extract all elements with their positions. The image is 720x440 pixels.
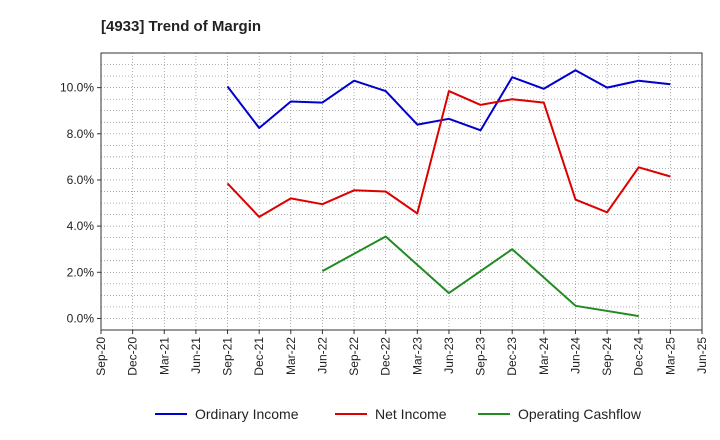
x-tick-label: Mar-24 bbox=[537, 337, 551, 375]
x-tick-label: Mar-21 bbox=[157, 337, 171, 375]
y-tick-label: 2.0% bbox=[67, 265, 95, 279]
legend-label-ordinary-income: Ordinary Income bbox=[195, 406, 299, 422]
y-tick-label: 8.0% bbox=[67, 127, 95, 141]
plot-area-frame bbox=[100, 52, 703, 331]
y-tick-label: 6.0% bbox=[67, 173, 95, 187]
chart-title: [4933] Trend of Margin bbox=[101, 18, 261, 35]
x-tick-label: Sep-22 bbox=[347, 337, 361, 376]
series-lines bbox=[226, 69, 671, 318]
x-tick-label: Dec-22 bbox=[379, 337, 393, 376]
x-tick-label: Mar-25 bbox=[663, 337, 677, 375]
x-tick-label: Sep-23 bbox=[474, 337, 488, 376]
x-tick-label: Jun-23 bbox=[442, 337, 456, 374]
x-tick-label: Jun-22 bbox=[315, 337, 329, 374]
x-tick-label: Mar-23 bbox=[410, 337, 424, 375]
x-tick-label: Jun-21 bbox=[189, 337, 203, 374]
x-tick-label: Dec-24 bbox=[632, 337, 646, 376]
x-tick-label: Mar-22 bbox=[284, 337, 298, 375]
y-tick-label: 0.0% bbox=[67, 311, 95, 325]
series-line-net-income bbox=[226, 90, 671, 218]
x-tick-label: Sep-21 bbox=[221, 337, 235, 376]
series-line-operating-cashflow bbox=[321, 235, 639, 318]
legend: Ordinary Income Net Income Operating Cashf… bbox=[155, 406, 642, 422]
series-line-ordinary-income bbox=[226, 69, 671, 132]
x-tick-label: Sep-24 bbox=[600, 337, 614, 376]
x-tick-label: Dec-20 bbox=[126, 337, 140, 376]
x-tick-label: Sep-20 bbox=[94, 337, 108, 376]
x-tick-label: Dec-21 bbox=[252, 337, 266, 376]
x-tick-label: Dec-23 bbox=[505, 337, 519, 376]
legend-label-operating-cashflow: Operating Cashflow bbox=[518, 406, 642, 422]
x-axis-ticks: Sep-20 Dec-20 Mar-21 Jun-21 Sep-21 Dec-21 Mar-… bbox=[94, 330, 709, 376]
x-tick-label: Jun-25 bbox=[695, 337, 709, 374]
legend-label-net-income: Net Income bbox=[375, 406, 447, 422]
y-axis-ticks: 0.0% 2.0% 4.0% 6.0% 8.0% 10.0% bbox=[60, 81, 101, 325]
y-tick-label: 10.0% bbox=[60, 81, 94, 95]
y-tick-label: 4.0% bbox=[67, 219, 95, 233]
grid-lines bbox=[101, 53, 702, 330]
x-tick-label: Jun-24 bbox=[568, 337, 582, 374]
